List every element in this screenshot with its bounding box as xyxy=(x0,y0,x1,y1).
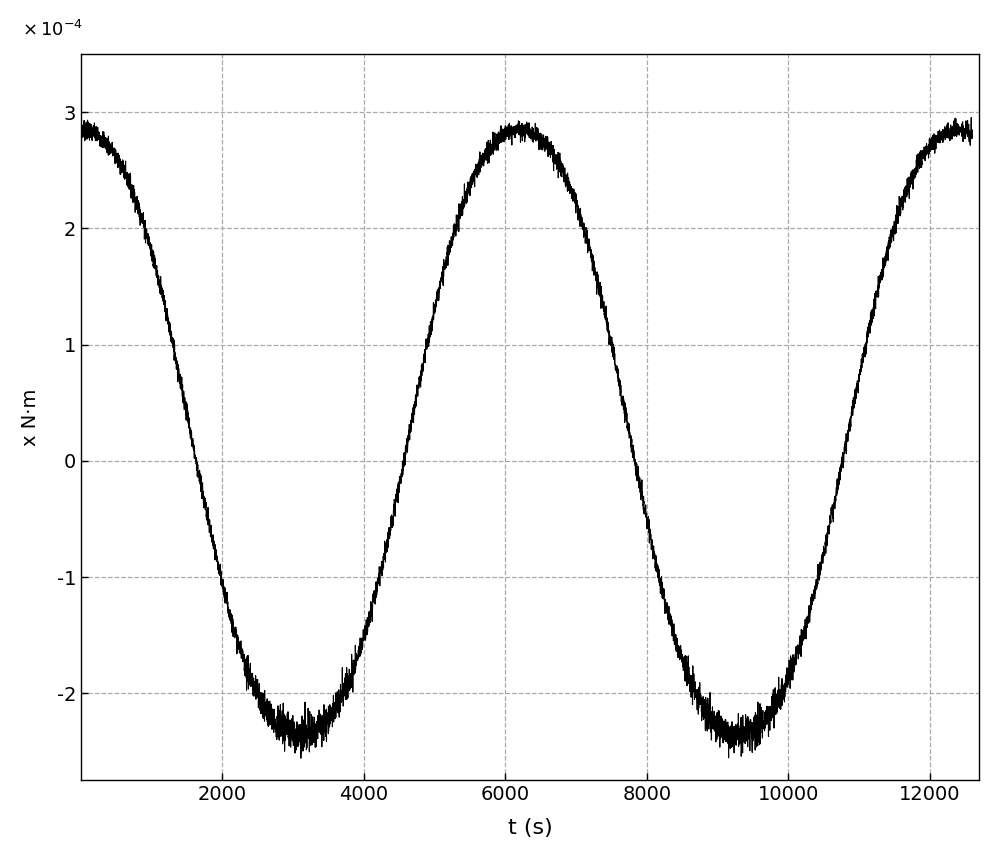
Text: $\times\,10^{-4}$: $\times\,10^{-4}$ xyxy=(22,20,83,40)
Y-axis label: x N·m: x N·m xyxy=(21,388,40,446)
X-axis label: t (s): t (s) xyxy=(508,818,552,838)
